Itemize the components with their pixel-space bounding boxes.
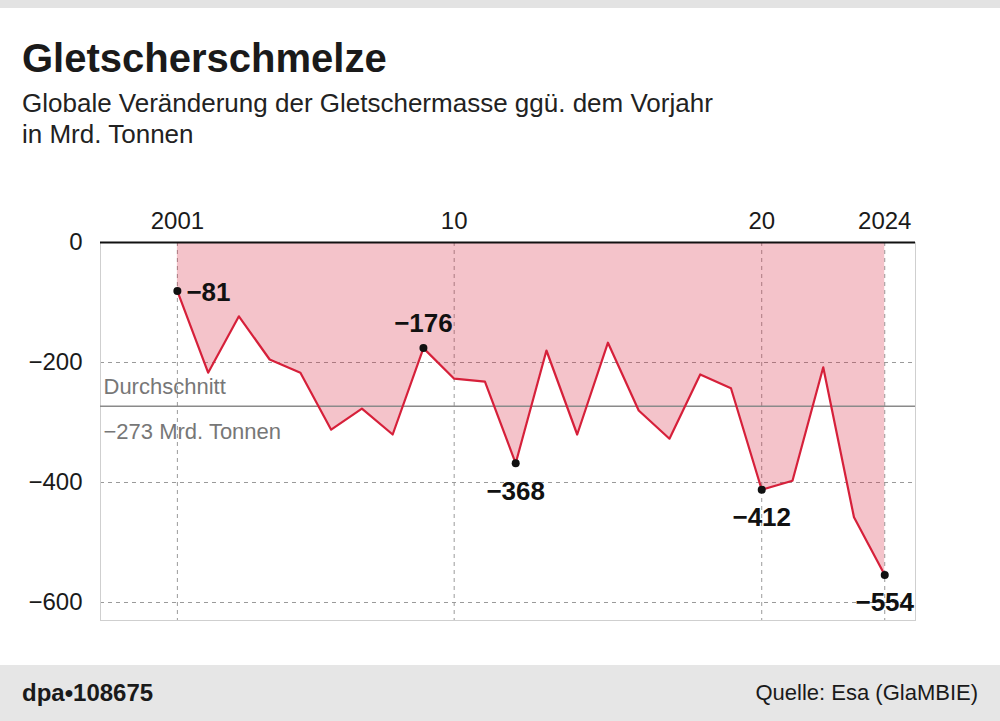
svg-text:20: 20 <box>748 207 775 234</box>
svg-text:2001: 2001 <box>151 207 204 234</box>
svg-text:−554: −554 <box>855 587 914 617</box>
svg-text:−81: −81 <box>186 277 230 307</box>
svg-text:0: 0 <box>69 228 82 255</box>
svg-text:−200: −200 <box>28 348 82 375</box>
svg-text:−400: −400 <box>28 468 82 495</box>
svg-text:10: 10 <box>441 207 468 234</box>
svg-text:−273 Mrd. Tonnen: −273 Mrd. Tonnen <box>104 419 282 444</box>
svg-text:−368: −368 <box>486 476 545 506</box>
svg-text:−600: −600 <box>28 588 82 615</box>
svg-text:Durchschnitt: Durchschnitt <box>104 374 226 399</box>
svg-text:2024: 2024 <box>858 207 911 234</box>
html-text:Gletscherschmelze: Gletscherschmelze <box>22 36 387 80</box>
html-text:Quelle: Esa (GlaMBIE): Quelle: Esa (GlaMBIE) <box>755 680 978 705</box>
html-text:Globale Veränderung der Gletsc: Globale Veränderung der Gletschermasse g… <box>22 88 713 149</box>
svg-text:−412: −412 <box>732 502 791 532</box>
html-text:dpa•108675: dpa•108675 <box>22 679 154 706</box>
svg-text:−176: −176 <box>394 308 453 338</box>
